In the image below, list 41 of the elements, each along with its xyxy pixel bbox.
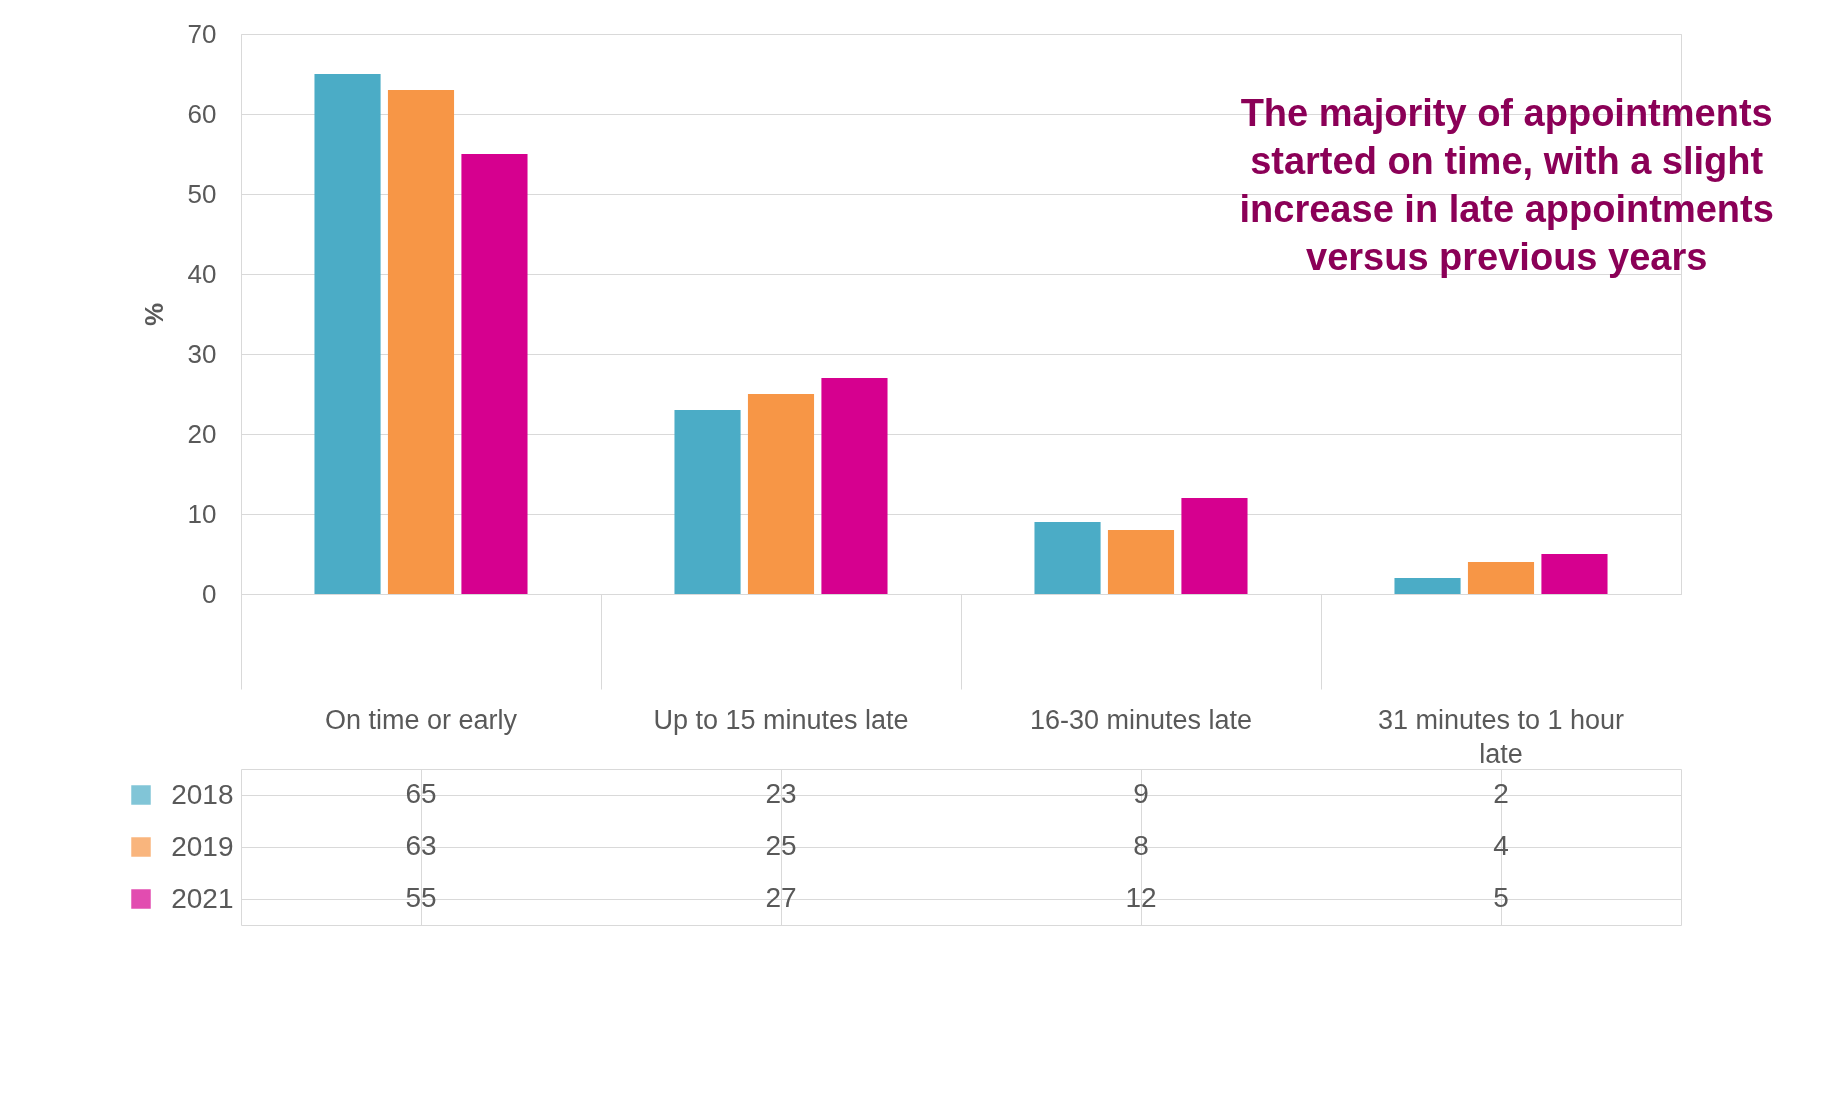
y-tick-label: 40 (187, 258, 217, 289)
data-label: 55 (405, 882, 437, 913)
y-tick-label: 10 (187, 498, 217, 529)
legend-label: 2021 (171, 882, 234, 914)
bar (1181, 498, 1248, 594)
data-label: 27 (765, 882, 797, 913)
y-tick-label: 70 (187, 18, 217, 49)
data-label: 4 (1493, 830, 1509, 861)
data-label: 2 (1493, 778, 1509, 809)
x-tick-label: On time or early (324, 704, 518, 735)
data-label: 12 (1125, 882, 1157, 913)
bar (461, 154, 528, 594)
y-tick-label: 60 (187, 98, 217, 129)
bar (821, 378, 888, 594)
bar (1034, 522, 1101, 594)
bar (674, 410, 741, 594)
data-label: 5 (1493, 882, 1509, 913)
data-label: 23 (765, 778, 797, 809)
bar (387, 90, 455, 594)
bar (1541, 554, 1608, 594)
bar (747, 394, 815, 594)
bar (1107, 530, 1175, 594)
data-label: 25 (765, 830, 797, 861)
data-label: 9 (1133, 778, 1149, 809)
bar (1467, 562, 1535, 594)
data-label: 8 (1133, 830, 1149, 861)
bar (1394, 578, 1461, 594)
y-axis-title: % (138, 302, 169, 327)
legend-label: 2018 (171, 778, 234, 810)
x-tick-label: 16-30 minutes late (1029, 704, 1253, 735)
x-tick-label: Up to 15 minutes late (653, 704, 909, 735)
data-label: 63 (405, 830, 437, 861)
y-tick-label: 50 (187, 178, 217, 209)
bar (314, 74, 381, 594)
x-tick-label: 31 minutes to 1 hour late (1377, 704, 1625, 769)
y-tick-label: 0 (202, 578, 217, 609)
annotation: The majority of appointments started on time, with a slight increase in late appointments versus previous years (1239, 92, 1774, 278)
legend-label: 2019 (171, 830, 234, 862)
data-label: 65 (405, 778, 437, 809)
y-tick-label: 20 (187, 418, 217, 449)
y-tick-label: 30 (187, 338, 217, 369)
